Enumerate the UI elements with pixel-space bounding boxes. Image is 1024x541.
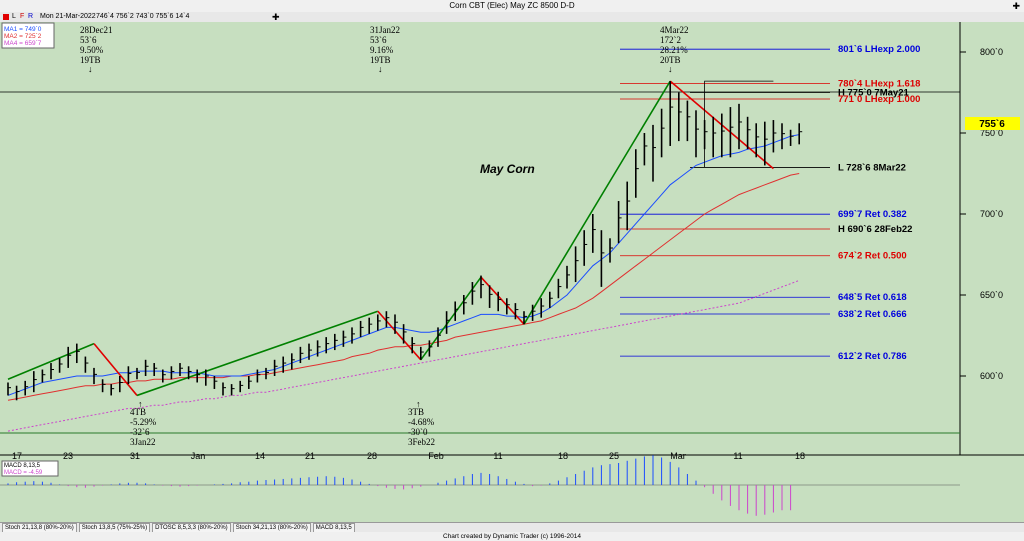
pivot-arrow: ↑: [138, 399, 143, 409]
pivot-arrow: ↓: [378, 64, 383, 74]
pivot-arrow: ↓: [88, 64, 93, 74]
x-axis: 17 23 31 Jan 14 21 28 Feb 11 18 25 Mar 11 18: [12, 451, 805, 461]
price-bars: [7, 81, 803, 401]
x-tick-label: 21: [305, 451, 315, 461]
y-axis: 800`0 750`0 700`0 650`0 600`0: [960, 47, 1003, 381]
macd-legend: MACD 8,13,5 MACD = -4.59: [1, 460, 59, 477]
date-readout: Mon 21-Mar-2022: [40, 13, 96, 20]
current-price-label: 755`6: [979, 119, 1005, 130]
pivot-label-line: 9.16%: [370, 45, 394, 55]
y-tick-label: 750`0: [980, 128, 1003, 138]
x-tick-label: 31: [130, 451, 140, 461]
pivot-label-line: 3TB: [408, 407, 424, 417]
level-label: 699`7 Ret 0.382: [838, 209, 907, 220]
level-label: 674`2 Ret 0.500: [838, 251, 907, 262]
ma2-legend: MA2 = 725`2: [4, 33, 42, 40]
zigzag-segment: [523, 80, 671, 325]
macd-value: MACD = -4.59: [4, 470, 43, 476]
pivot-label-line: 3Feb22: [408, 437, 435, 447]
level-label: 612`2 Ret 0.786: [838, 351, 907, 362]
zigzag-segment: [480, 276, 525, 325]
x-tick-label: 11: [493, 451, 502, 461]
pivot-label-line: 3Jan22: [130, 437, 156, 447]
pivot-label-line: 4TB: [130, 407, 146, 417]
ohlc-readout: 746`4 756`2 743`0 755`6 14`4: [96, 13, 190, 20]
level-label: L 728`6 8Mar22: [838, 162, 906, 173]
y-tick-label: 600`0: [980, 371, 1003, 381]
x-tick-label: Feb: [428, 451, 444, 461]
pivot-annotations: 28Dec2153`69.50%19TB↓31Jan2253`69.16%19T…: [80, 25, 689, 447]
record-icon[interactable]: [3, 14, 9, 20]
pivot-label-line: -30`0: [408, 427, 428, 437]
pivot-label-line: 172`2: [660, 35, 681, 45]
y-tick-label: 650`0: [980, 290, 1003, 300]
level-label: 638`2 Ret 0.666: [838, 309, 907, 320]
level-label: 780`4 LHexp 1.618: [838, 79, 920, 90]
zigzag-segment: [420, 276, 482, 361]
pivot-label-line: 4Mar22: [660, 25, 689, 35]
level-label: H 690`6 28Feb22: [838, 224, 912, 235]
pivot-label-line: 20TB: [660, 55, 681, 65]
flag-f[interactable]: F: [20, 13, 25, 20]
level-label: H 775`0 7May21: [838, 88, 909, 99]
zigzag-segment: [377, 310, 422, 361]
pivot-label-line: -32`6: [130, 427, 150, 437]
flag-l[interactable]: L: [12, 13, 16, 20]
ma2-line: [7, 173, 800, 401]
level-label: 648`5 Ret 0.618: [838, 292, 907, 303]
toolbar: L F R Mon 21-Mar-2022 746`4 756`2 743`0 …: [0, 12, 1024, 22]
flag-r[interactable]: R: [28, 13, 34, 20]
x-tick-label: Jan: [191, 451, 206, 461]
title-text: Corn CBT (Elec) May ZC 8500 D-D: [449, 1, 575, 10]
pivot-label-line: 28Dec21: [80, 25, 113, 35]
macd-title: MACD 8,13,5: [4, 463, 41, 469]
chart-center-label: May Corn: [480, 162, 535, 176]
level-label: 801`6 LHexp 2.000: [838, 44, 920, 55]
x-tick-label: 14: [255, 451, 265, 461]
ma4-legend: MA4 = 659`7: [4, 40, 42, 47]
pivot-label-line: 19TB: [370, 55, 391, 65]
zigzag-segment: [136, 310, 379, 397]
current-price-box: [965, 117, 1020, 130]
pivot-arrow: ↑: [416, 399, 421, 409]
ma4-line: [7, 279, 800, 432]
pivot-arrow: ↓: [668, 64, 673, 74]
zigzag-segment: [7, 342, 95, 380]
macd-panel: [0, 455, 960, 516]
pivot-label-line: 19TB: [80, 55, 101, 65]
pivot-label-line: 9.50%: [80, 45, 104, 55]
ma-legend: MA1 = 749`0 MA2 = 725`2 MA4 = 659`7: [1, 22, 55, 49]
x-tick-label: 18: [795, 451, 805, 461]
pivot-label-line: 31Jan22: [370, 25, 400, 35]
x-tick-label: Mar: [670, 451, 686, 461]
y-tick-label: 800`0: [980, 47, 1003, 57]
x-tick-label: 11: [733, 451, 742, 461]
crosshair-icon[interactable]: ✚: [272, 12, 280, 22]
close-icon[interactable]: ✚: [1012, 1, 1020, 11]
x-tick-label: 18: [558, 451, 568, 461]
pivot-label-line: 53`6: [370, 35, 387, 45]
level-label: 771`0 LHexp 1.000: [838, 94, 920, 105]
pivot-label-line: 28.21%: [660, 45, 688, 55]
pivot-label-line: -4.68%: [408, 417, 435, 427]
y-tick-label: 700`0: [980, 209, 1003, 219]
zigzag-segment: [93, 343, 138, 396]
pivot-label-line: -5.29%: [130, 417, 157, 427]
x-tick-label: 28: [367, 451, 377, 461]
x-tick-label: 23: [63, 451, 73, 461]
chart-frame: [0, 22, 1024, 456]
footer-credit: Chart created by Dynamic Trader (c) 1996…: [0, 532, 1024, 541]
x-tick-label: 17: [12, 451, 22, 461]
ma1-legend: MA1 = 749`0: [4, 26, 42, 33]
pivot-label-line: 53`6: [80, 35, 97, 45]
x-tick-label: 25: [609, 451, 619, 461]
